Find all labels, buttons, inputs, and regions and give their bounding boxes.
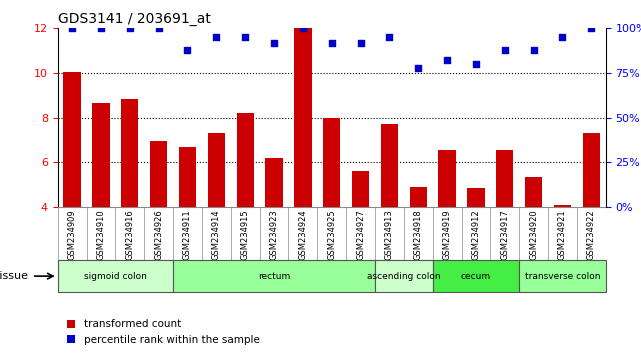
Point bbox=[183, 47, 193, 53]
Bar bbox=[467, 188, 485, 207]
Text: GSM234925: GSM234925 bbox=[327, 210, 337, 261]
Point bbox=[529, 47, 539, 53]
Text: rectum: rectum bbox=[258, 272, 290, 281]
FancyBboxPatch shape bbox=[58, 260, 173, 292]
Point bbox=[558, 34, 568, 40]
Bar bbox=[381, 124, 398, 207]
Bar bbox=[237, 113, 254, 207]
Text: GSM234913: GSM234913 bbox=[385, 210, 394, 261]
Text: GSM234916: GSM234916 bbox=[125, 210, 135, 261]
Bar bbox=[294, 28, 312, 207]
Text: GSM234924: GSM234924 bbox=[298, 210, 308, 261]
Point bbox=[500, 47, 510, 53]
Text: GSM234915: GSM234915 bbox=[240, 210, 250, 261]
Text: ascending colon: ascending colon bbox=[367, 272, 440, 281]
Point bbox=[212, 34, 222, 40]
Text: GSM234914: GSM234914 bbox=[212, 210, 221, 261]
Point bbox=[327, 40, 337, 45]
Bar bbox=[92, 103, 110, 207]
Bar bbox=[583, 133, 600, 207]
Text: GSM234921: GSM234921 bbox=[558, 210, 567, 261]
Bar bbox=[554, 205, 571, 207]
Bar bbox=[525, 177, 542, 207]
Bar bbox=[265, 158, 283, 207]
Point bbox=[442, 58, 453, 63]
Text: GSM234912: GSM234912 bbox=[471, 210, 481, 261]
Point bbox=[154, 25, 164, 31]
Legend: transformed count, percentile rank within the sample: transformed count, percentile rank withi… bbox=[63, 315, 264, 349]
Point bbox=[67, 25, 77, 31]
FancyBboxPatch shape bbox=[173, 260, 375, 292]
Text: GSM234923: GSM234923 bbox=[269, 210, 279, 261]
Bar bbox=[352, 171, 369, 207]
Bar bbox=[63, 72, 81, 207]
Text: GSM234917: GSM234917 bbox=[500, 210, 510, 261]
Text: GSM234918: GSM234918 bbox=[413, 210, 423, 261]
Text: transverse colon: transverse colon bbox=[525, 272, 600, 281]
Point bbox=[297, 25, 308, 31]
Text: GSM234909: GSM234909 bbox=[67, 210, 77, 261]
FancyBboxPatch shape bbox=[375, 260, 433, 292]
Point bbox=[413, 65, 424, 70]
Point bbox=[124, 25, 135, 31]
Point bbox=[96, 25, 106, 31]
Bar bbox=[496, 150, 513, 207]
Point bbox=[385, 34, 395, 40]
Bar bbox=[323, 118, 340, 207]
Point bbox=[586, 25, 596, 31]
FancyBboxPatch shape bbox=[433, 260, 519, 292]
Bar bbox=[208, 133, 225, 207]
Bar bbox=[121, 99, 138, 207]
Bar bbox=[150, 141, 167, 207]
Text: GDS3141 / 203691_at: GDS3141 / 203691_at bbox=[58, 12, 210, 26]
FancyBboxPatch shape bbox=[519, 260, 606, 292]
Bar bbox=[179, 147, 196, 207]
Text: tissue: tissue bbox=[0, 271, 29, 281]
Text: GSM234927: GSM234927 bbox=[356, 210, 365, 261]
Point bbox=[471, 61, 481, 67]
Bar bbox=[410, 187, 427, 207]
Text: GSM234910: GSM234910 bbox=[96, 210, 106, 261]
Text: GSM234926: GSM234926 bbox=[154, 210, 163, 261]
Text: GSM234919: GSM234919 bbox=[442, 210, 452, 261]
Text: GSM234922: GSM234922 bbox=[587, 210, 596, 261]
Text: GSM234911: GSM234911 bbox=[183, 210, 192, 261]
Point bbox=[269, 40, 279, 45]
Text: GSM234920: GSM234920 bbox=[529, 210, 538, 261]
Text: cecum: cecum bbox=[461, 272, 491, 281]
Text: sigmoid colon: sigmoid colon bbox=[84, 272, 147, 281]
Bar bbox=[438, 150, 456, 207]
Point bbox=[356, 40, 366, 45]
Point bbox=[240, 34, 250, 40]
